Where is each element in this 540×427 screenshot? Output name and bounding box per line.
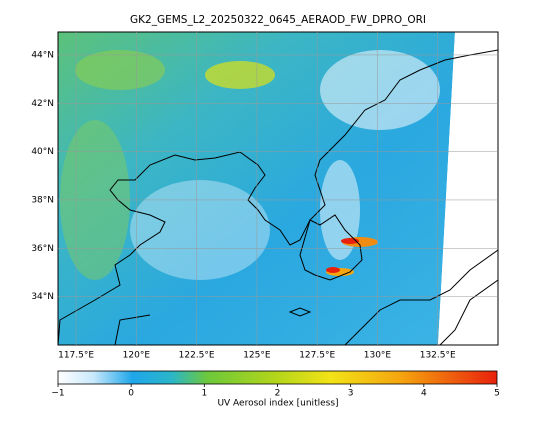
aerosol-low (130, 180, 270, 280)
lon-tick-label: 132.5°E (420, 351, 456, 361)
plume (326, 267, 340, 273)
colorbar-tick-label: 4 (421, 389, 427, 399)
aerosol-high (205, 61, 275, 89)
lat-tick-label: 34°N (31, 292, 54, 302)
lon-tick-label: 130°E (364, 351, 392, 361)
lon-tick-label: 120°E (123, 351, 151, 361)
colorbar (57, 370, 498, 385)
lon-tick-label: 125°E (243, 351, 271, 361)
colorbar-tick-label: 2 (275, 389, 281, 399)
colorbar-tick-label: 5 (494, 389, 500, 399)
lat-tick-label: 40°N (31, 147, 54, 157)
lon-tick-label: 117.5°E (58, 351, 94, 361)
colorbar-tick-label: 1 (201, 389, 207, 399)
lat-tick-label: 38°N (31, 195, 54, 205)
lon-tick-label: 127.5°E (299, 351, 335, 361)
colorbar-tick-label: −1 (51, 389, 64, 399)
lon-tick-label: 122.5°E (179, 351, 215, 361)
colorbar-tick-label: 3 (348, 389, 354, 399)
no-data (438, 32, 498, 345)
map-area (58, 32, 498, 345)
lat-tick-label: 44°N (31, 50, 54, 60)
aerosol-mid (75, 50, 165, 90)
lat-tick-label: 36°N (31, 244, 54, 254)
coastlines (58, 49, 498, 345)
colorbar-tick-label: 0 (128, 389, 134, 399)
cloud (320, 50, 440, 130)
map-frame (57, 31, 499, 346)
map-title: GK2_GEMS_L2_20250322_0645_AERAOD_FW_DPRO… (130, 14, 426, 26)
lat-tick-label: 42°N (31, 99, 54, 109)
colorbar-label: UV Aerosol index [unitless] (217, 399, 338, 409)
